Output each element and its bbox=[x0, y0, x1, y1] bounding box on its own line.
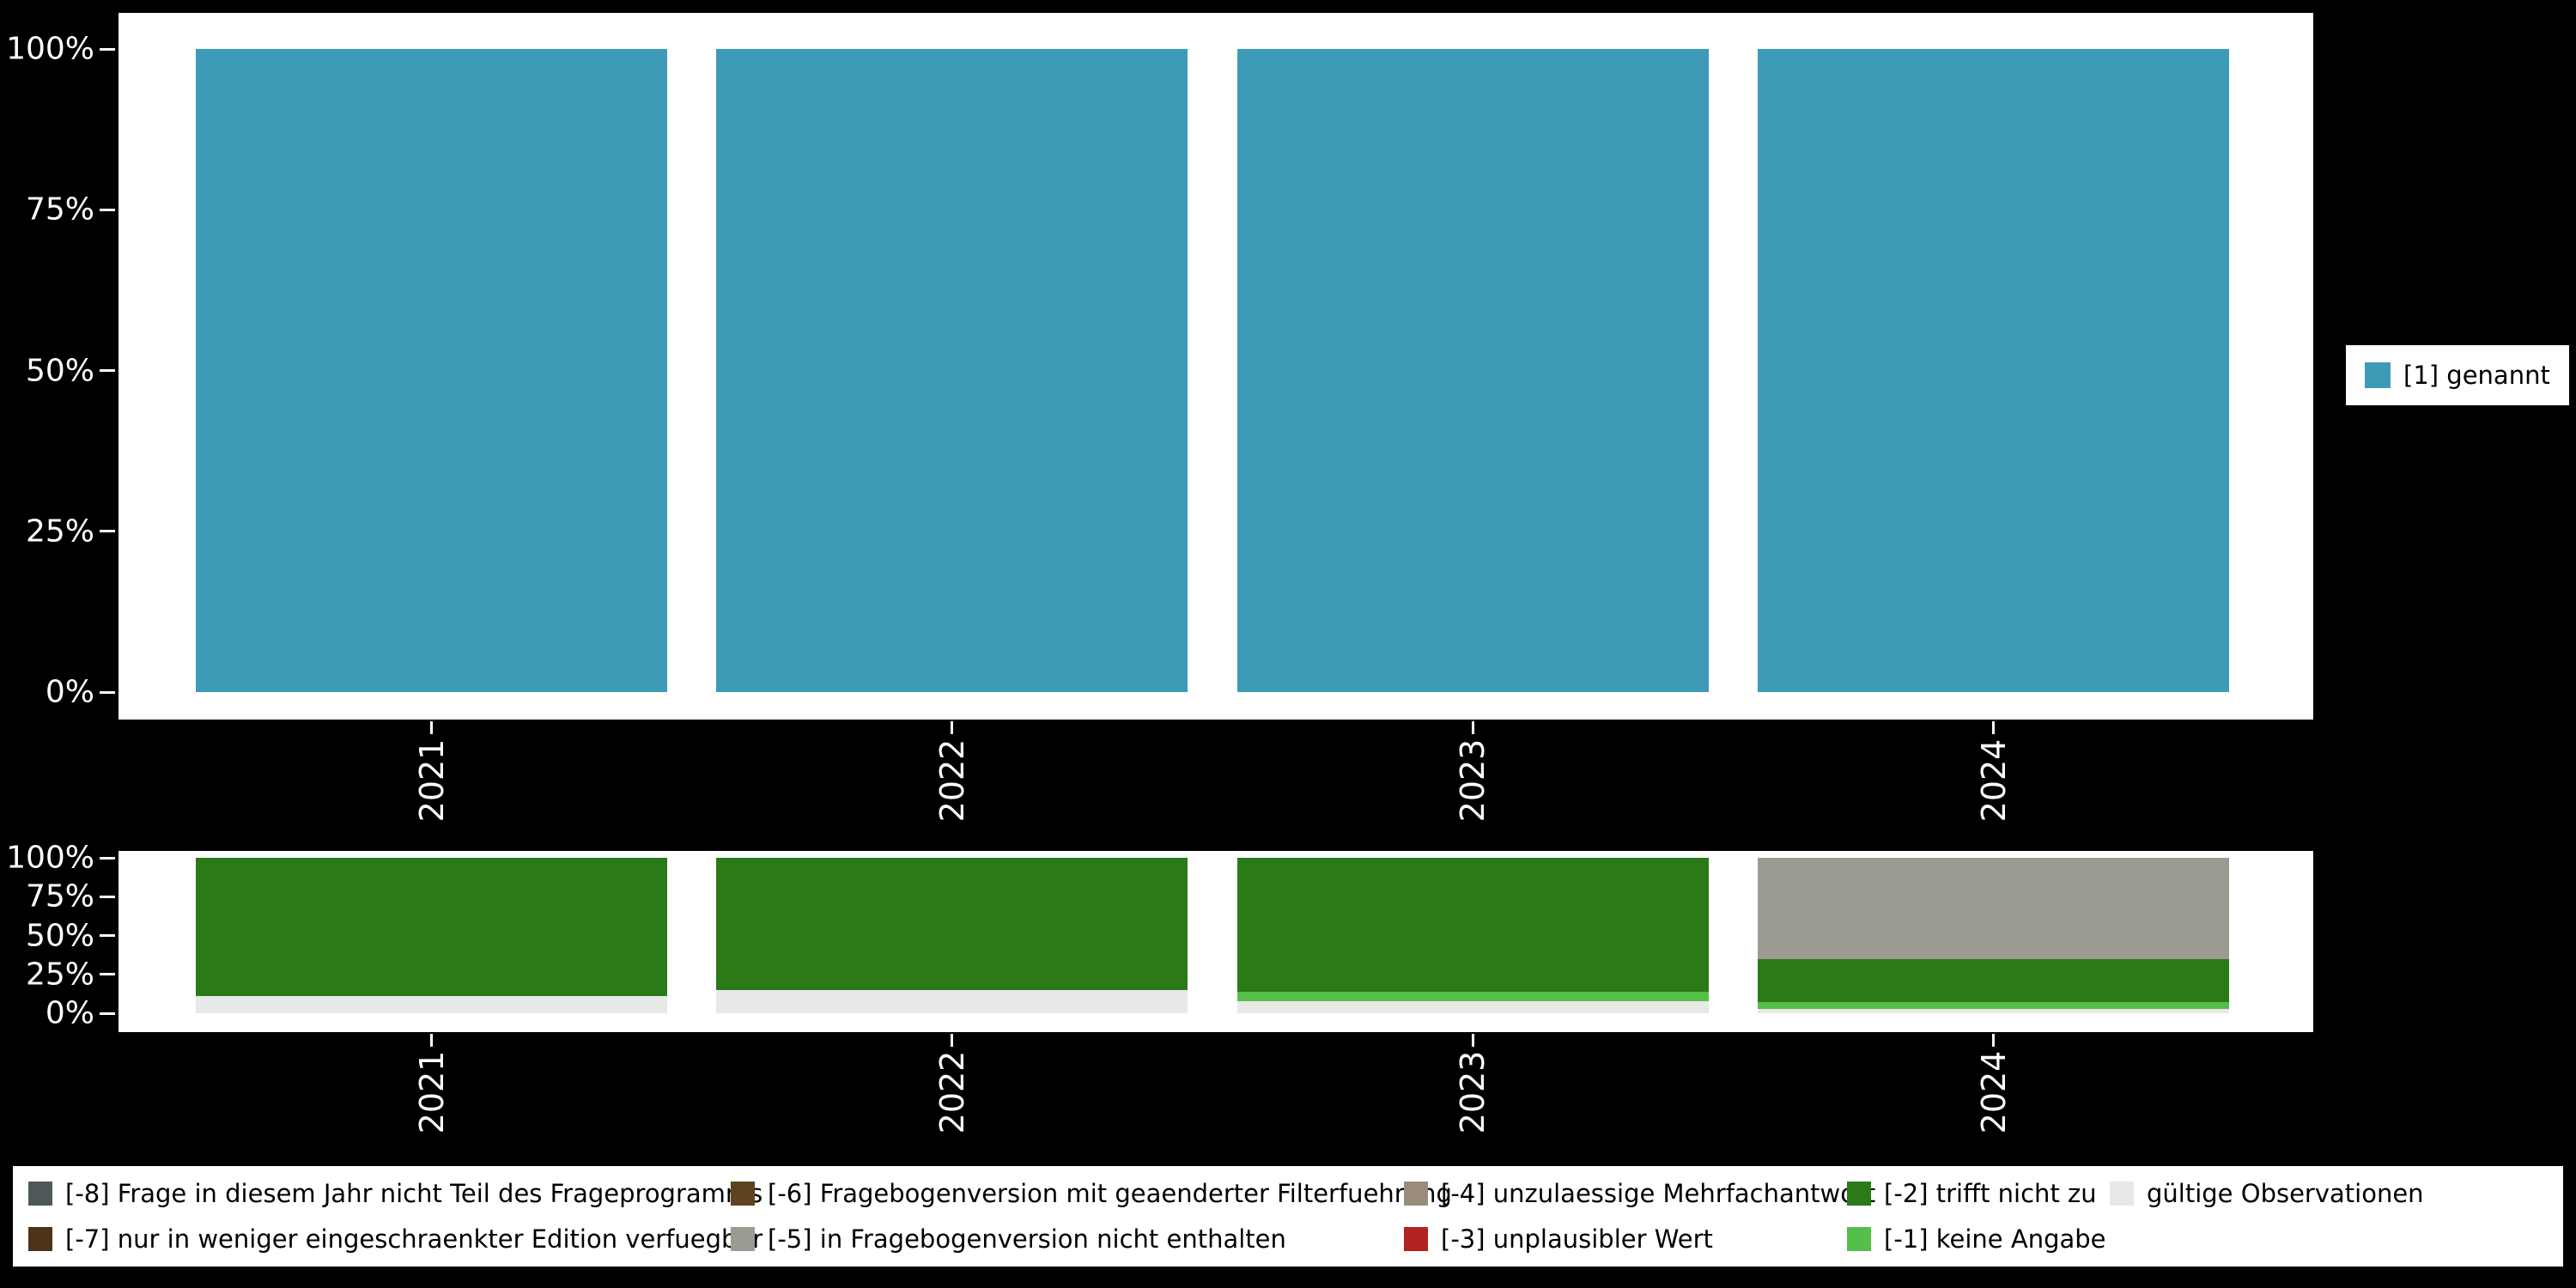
y-tick-mark bbox=[100, 208, 115, 211]
legend-item: [-6] Fragebogenversion mit geaenderter F… bbox=[731, 1179, 1452, 1208]
legend-item-label: [-6] Fragebogenversion mit geaenderter F… bbox=[768, 1179, 1452, 1209]
y-tick-mark bbox=[100, 369, 115, 372]
legend-item-label: [-8] Frage in diesem Jahr nicht Teil des… bbox=[65, 1179, 763, 1209]
legend-item: [-5] in Fragebogenversion nicht enthalte… bbox=[731, 1224, 1404, 1254]
legend-swatch-icon bbox=[2365, 362, 2391, 388]
legend-item-label: [-1] keine Angabe bbox=[1884, 1224, 2106, 1254]
y-tick-label: 0% bbox=[45, 995, 94, 1031]
y-tick-label: 100% bbox=[6, 31, 94, 67]
x-tick-mark bbox=[951, 721, 954, 734]
bar-2021 bbox=[196, 49, 667, 692]
bar-segment bbox=[1757, 1008, 2229, 1013]
plot-panel-bottom bbox=[118, 851, 2313, 1032]
legend-item: [-8] Frage in diesem Jahr nicht Teil des… bbox=[28, 1179, 762, 1208]
x-tick-label: 2022 bbox=[933, 1050, 971, 1134]
bar-segment bbox=[1757, 858, 2229, 959]
legend-item-label: gültige Observationen bbox=[2147, 1179, 2424, 1209]
bar-2022 bbox=[716, 858, 1188, 1013]
legend-swatch-icon bbox=[1847, 1226, 1871, 1251]
bar-segment bbox=[716, 49, 1188, 692]
legend-item-label: [-3] unplausibler Wert bbox=[1441, 1224, 1713, 1254]
legend-item: gültige Observationen bbox=[2110, 1179, 2548, 1208]
legend-swatch-icon bbox=[28, 1182, 52, 1206]
y-tick-label: 75% bbox=[25, 878, 94, 914]
legend-item-label: [1] genannt bbox=[2403, 361, 2550, 390]
legend-swatch-icon bbox=[731, 1226, 755, 1251]
y-tick-mark bbox=[100, 973, 115, 976]
legend-bottom: [-8] Frage in diesem Jahr nicht Teil des… bbox=[13, 1166, 2563, 1267]
x-tick-label: 2021 bbox=[412, 1050, 451, 1134]
bar-2023 bbox=[1236, 49, 1709, 692]
legend-item: [-7] nur in weniger eingeschraenkter Edi… bbox=[28, 1224, 762, 1254]
legend-top: [1] genannt bbox=[2346, 345, 2569, 405]
bar-2024 bbox=[1757, 858, 2229, 1013]
legend-swatch-icon bbox=[28, 1226, 52, 1251]
bar-2023 bbox=[1236, 858, 1709, 1013]
y-tick-label: 25% bbox=[25, 513, 94, 550]
legend-swatch-icon bbox=[731, 1182, 755, 1206]
legend-item-label: [-2] trifft nicht zu bbox=[1884, 1179, 2097, 1209]
x-tick-mark bbox=[1992, 1034, 1995, 1047]
bar-segment bbox=[1757, 958, 2229, 1003]
plot-area-bottom bbox=[196, 858, 2229, 1013]
x-tick-mark bbox=[1471, 721, 1474, 734]
y-tick-label: 0% bbox=[45, 674, 94, 710]
x-tick-label: 2023 bbox=[1454, 738, 1492, 823]
y-tick-mark bbox=[100, 895, 115, 898]
bar-2024 bbox=[1757, 49, 2229, 692]
legend-item: [-2] trifft nicht zu bbox=[1847, 1179, 2110, 1208]
x-tick-mark bbox=[430, 721, 433, 734]
plot-area-top bbox=[196, 49, 2229, 692]
y-tick-label: 50% bbox=[25, 353, 94, 388]
bar-segment bbox=[1236, 49, 1709, 692]
bar-segment bbox=[716, 858, 1188, 990]
x-tick-mark bbox=[951, 1034, 954, 1047]
legend-item: [-3] unplausibler Wert bbox=[1404, 1224, 1847, 1254]
legend-item: [-1] keine Angabe bbox=[1847, 1224, 2110, 1254]
bar-segment bbox=[1757, 1002, 2229, 1009]
y-tick-mark bbox=[100, 1012, 115, 1015]
legend-swatch-icon bbox=[1404, 1182, 1428, 1206]
y-tick-mark bbox=[100, 530, 115, 533]
x-tick-label: 2024 bbox=[1974, 1050, 2013, 1134]
x-tick-mark bbox=[1471, 1034, 1474, 1047]
legend-swatch-icon bbox=[1404, 1226, 1428, 1251]
bar-2022 bbox=[716, 49, 1188, 692]
bar-segment bbox=[196, 49, 667, 692]
y-tick-mark bbox=[100, 934, 115, 937]
legend-swatch-icon bbox=[2110, 1182, 2134, 1206]
y-tick-mark bbox=[100, 690, 115, 694]
bar-segment bbox=[196, 996, 667, 1013]
x-tick-label: 2023 bbox=[1454, 1050, 1492, 1134]
x-tick-mark bbox=[430, 1034, 433, 1047]
y-tick-label: 25% bbox=[25, 957, 94, 993]
plot-panel-top bbox=[118, 13, 2313, 720]
y-tick-mark bbox=[100, 856, 115, 860]
bar-2021 bbox=[196, 858, 667, 1013]
legend-item-label: [-7] nur in weniger eingeschraenkter Edi… bbox=[65, 1224, 763, 1254]
bar-segment bbox=[1757, 49, 2229, 692]
y-tick-label: 100% bbox=[6, 840, 94, 876]
bar-segment bbox=[1236, 991, 1709, 1001]
legend-item: [1] genannt bbox=[2365, 361, 2550, 390]
legend-swatch-icon bbox=[1847, 1182, 1871, 1206]
y-tick-label: 75% bbox=[25, 191, 94, 228]
x-tick-label: 2024 bbox=[1974, 738, 2013, 823]
bar-segment bbox=[1236, 1000, 1709, 1013]
x-tick-mark bbox=[1992, 721, 1995, 734]
bar-segment bbox=[1236, 858, 1709, 992]
legend-item: [-4] unzulaessige Mehrfachantwort bbox=[1404, 1179, 1875, 1208]
x-tick-label: 2021 bbox=[412, 738, 451, 823]
y-tick-mark bbox=[100, 47, 115, 51]
legend-item-label: [-4] unzulaessige Mehrfachantwort bbox=[1441, 1179, 1876, 1209]
x-tick-label: 2022 bbox=[933, 738, 971, 823]
y-tick-label: 50% bbox=[25, 918, 94, 953]
bar-segment bbox=[716, 989, 1188, 1013]
bar-segment bbox=[196, 858, 667, 997]
legend-item-label: [-5] in Fragebogenversion nicht enthalte… bbox=[768, 1224, 1286, 1254]
